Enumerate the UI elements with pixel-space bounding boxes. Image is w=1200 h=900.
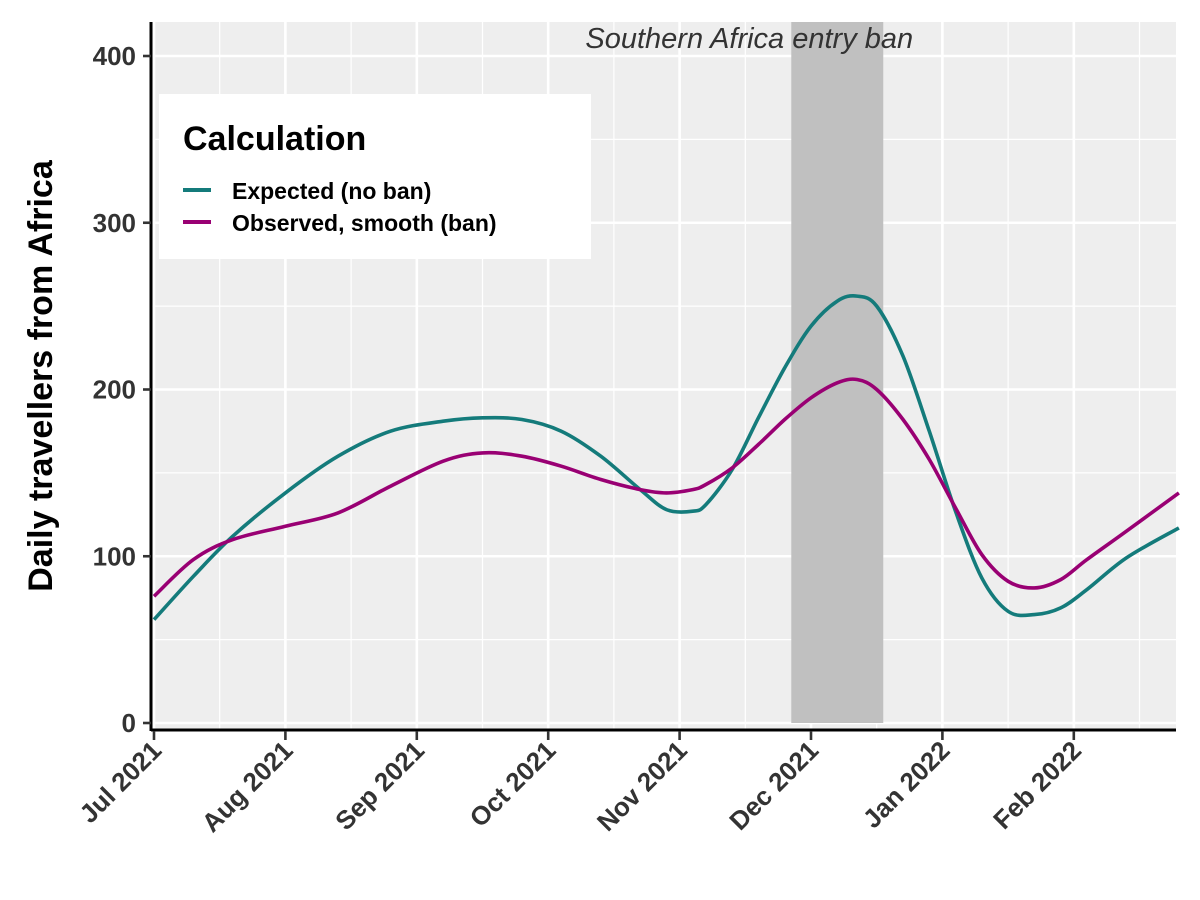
entry-ban-shaded-region [791,22,884,723]
x-tick-label: Sep 2021 [329,735,430,836]
series-layer [152,294,1180,621]
x-tick-label: Nov 2021 [591,735,693,837]
y-tick-label: 200 [93,375,136,405]
y-tick-label: 300 [93,208,136,238]
x-tick-label: Dec 2021 [723,735,824,836]
x-tick-label: Jul 2021 [73,735,167,829]
legend-label-expected: Expected (no ban) [232,178,431,204]
y-tick-label: 400 [93,41,136,71]
x-tick-label: Aug 2021 [196,735,299,838]
y-axis-title: Daily travellers from Africa [22,159,60,592]
entry-ban-label: Southern Africa entry ban [585,23,913,55]
series-line-expected [152,294,1180,621]
legend: Calculation Expected (no ban) Observed, … [159,94,591,259]
x-axis-ticks: Jul 2021 Aug 2021 Sep 2021 Oct 2021 Nov 2021… [73,731,1087,838]
x-tick-label: Jan 2022 [857,735,956,834]
y-tick-label: 0 [122,708,136,738]
series-line-observed [152,377,1180,598]
x-tick-label: Oct 2021 [464,735,562,833]
legend-label-observed: Observed, smooth (ban) [232,210,497,236]
legend-box [159,94,591,259]
y-axis-ticks: 0 100 200 300 400 [93,41,151,738]
legend-title: Calculation [183,120,366,158]
y-tick-label: 100 [93,541,136,571]
x-tick-label: Feb 2022 [987,735,1087,835]
